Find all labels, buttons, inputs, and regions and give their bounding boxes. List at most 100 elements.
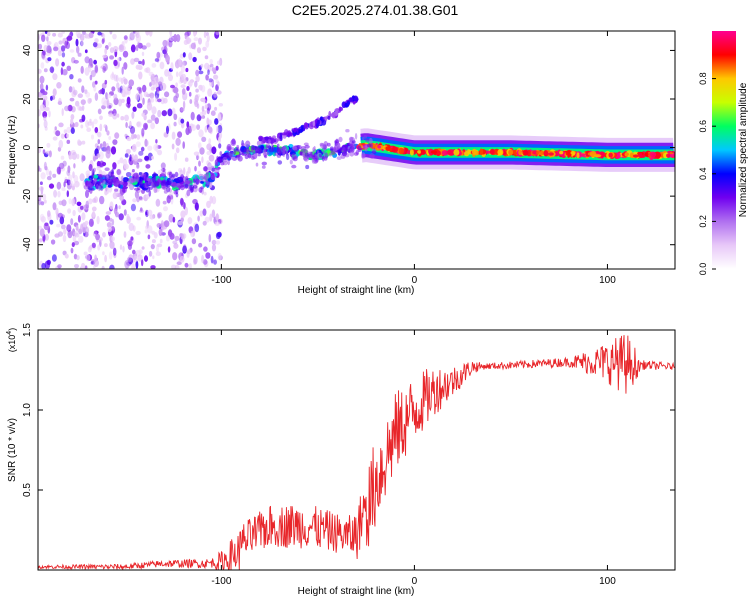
spectrogram-noise-point bbox=[150, 244, 155, 250]
spectrogram-noise-point bbox=[155, 139, 158, 144]
spectrogram-halo-point bbox=[256, 140, 262, 146]
spectrogram-ridge-point bbox=[644, 152, 649, 156]
spectrogram-noise-point bbox=[211, 239, 217, 246]
spectrogram-noise-point bbox=[161, 110, 167, 117]
spectrogram-noise-point bbox=[111, 236, 115, 242]
spectrogram-noise-point bbox=[109, 55, 115, 60]
spectrogram-noise-point bbox=[40, 216, 46, 223]
colorbar-tick-label: 0.2 bbox=[698, 215, 708, 228]
spectrogram-halo-point bbox=[257, 153, 261, 157]
spectrogram-noise-point bbox=[163, 45, 168, 55]
spectrogram-noise-point bbox=[68, 198, 72, 205]
spectrogram-noise-point bbox=[94, 80, 98, 85]
spectrogram-halo-point bbox=[118, 183, 121, 189]
spectrogram-noise-point bbox=[217, 81, 220, 87]
spectrogram-noise-point bbox=[122, 50, 129, 58]
spectrogram-noise-point bbox=[141, 259, 144, 267]
spectrogram-noise-point bbox=[160, 97, 165, 105]
spectrogram-noise-point bbox=[141, 128, 145, 137]
spectrogram-noise-point bbox=[194, 100, 199, 108]
spectrogram-noise-point bbox=[102, 251, 105, 256]
spectrogram-noise-point bbox=[66, 126, 72, 134]
spectrogram-noise-point bbox=[108, 251, 113, 260]
spectrogram-ridge-point bbox=[447, 149, 452, 156]
spectrogram-ridge-point bbox=[624, 152, 629, 157]
spectrogram-noise-point bbox=[148, 31, 153, 37]
spectrogram-ridge-point bbox=[649, 151, 657, 158]
spectrogram-halo-point bbox=[347, 148, 351, 153]
spectrogram-noise-point bbox=[145, 225, 149, 230]
spectrogram-noise-point bbox=[177, 221, 183, 226]
spectrogram-halo-point bbox=[235, 146, 240, 153]
spectrogram-panel: -100 0 100 40 20 0 -20 -40 Height of straight l… bbox=[7, 30, 676, 296]
spectrogram-noise-point bbox=[45, 168, 50, 176]
spectrogram-noise-point bbox=[70, 127, 75, 134]
spectrogram-noise-point bbox=[154, 117, 159, 125]
spectrogram-halo-point bbox=[289, 159, 293, 165]
spectrogram-noise-point bbox=[166, 195, 171, 204]
spectrogram-noise-point bbox=[138, 196, 143, 200]
spectrogram-noise-point bbox=[131, 263, 135, 269]
colorbar-tick-label: 0.8 bbox=[698, 72, 708, 85]
spectrogram-noise-point bbox=[90, 134, 95, 140]
spectrogram-noise-point bbox=[129, 120, 132, 129]
spectrogram-noise-point bbox=[73, 240, 80, 246]
spectrogram-noise-point bbox=[194, 80, 198, 88]
spectrogram-halo-point bbox=[143, 182, 147, 189]
spectrogram-noise-point bbox=[167, 229, 173, 238]
spectrogram-noise-point bbox=[125, 148, 131, 155]
spectrogram-noise-point bbox=[94, 38, 99, 43]
snr-y-tick-label: 1.5 bbox=[22, 323, 33, 337]
spectrogram-noise-point bbox=[88, 218, 94, 227]
spectrogram-ridge-point bbox=[629, 152, 635, 159]
spectrogram-noise-point bbox=[118, 213, 124, 221]
spectrogram-noise-point bbox=[81, 85, 85, 93]
spectrogram-noise-point bbox=[58, 40, 63, 45]
spectrogram-noise-point bbox=[73, 89, 78, 96]
spectrogram-noise-point bbox=[140, 207, 143, 212]
spectrogram-noise-point bbox=[206, 143, 212, 151]
spectrogram-noise-point bbox=[202, 99, 207, 104]
spectrogram-halo-point bbox=[251, 156, 255, 160]
spectrogram-noise-point bbox=[203, 246, 208, 252]
spectrogram-noise-point bbox=[181, 88, 186, 95]
spectrogram-noise-point bbox=[99, 143, 103, 150]
spectrogram-ridge-point bbox=[417, 150, 422, 154]
spectrogram-noise-point bbox=[147, 225, 153, 234]
spectrogram-noise-point bbox=[109, 201, 114, 210]
spectrogram-noise-point bbox=[97, 244, 101, 251]
spectrogram-halo-point bbox=[351, 140, 356, 144]
spectrogram-noise-point bbox=[112, 45, 119, 53]
spectrogram-noise-point bbox=[188, 38, 192, 43]
spectrogram-noise-point bbox=[38, 238, 43, 243]
spectrogram-noise-point bbox=[63, 129, 68, 134]
spectrogram-noise-point bbox=[69, 180, 74, 186]
spectrogram-noise-point bbox=[46, 41, 52, 46]
spectrogram-noise-point bbox=[123, 209, 127, 216]
spectrogram-noise-point bbox=[171, 264, 177, 269]
spectrogram-noise-point bbox=[83, 251, 88, 256]
snr-series-line bbox=[38, 335, 675, 570]
spectrogram-noise-point bbox=[62, 234, 67, 243]
spectrogram-halo-point bbox=[184, 178, 190, 186]
spectrogram-noise-point bbox=[38, 43, 43, 50]
spectrogram-noise-point bbox=[61, 108, 64, 117]
spectrogram-noise-point bbox=[208, 138, 212, 145]
spectrogram-ridge-point bbox=[453, 149, 460, 156]
spectrogram-noise-point bbox=[130, 236, 134, 241]
spectrogram-noise-point bbox=[130, 153, 135, 161]
spectrogram-noise-point bbox=[175, 147, 180, 154]
spectrogram-noise-point bbox=[177, 131, 183, 138]
spectrogram-noise-point bbox=[147, 145, 153, 151]
spectrogram-noise-point bbox=[211, 244, 217, 252]
spectrogram-noise-point bbox=[130, 203, 136, 212]
spectrogram-noise-point bbox=[108, 42, 112, 47]
spectrogram-ridge-point bbox=[669, 153, 675, 158]
spectrogram-noise-point bbox=[102, 54, 108, 59]
spectrogram-noise-point bbox=[125, 122, 128, 128]
spectrogram-noise-point bbox=[207, 162, 212, 171]
spectrogram-noise-point bbox=[138, 71, 143, 80]
spectrogram-noise-point bbox=[49, 170, 52, 177]
